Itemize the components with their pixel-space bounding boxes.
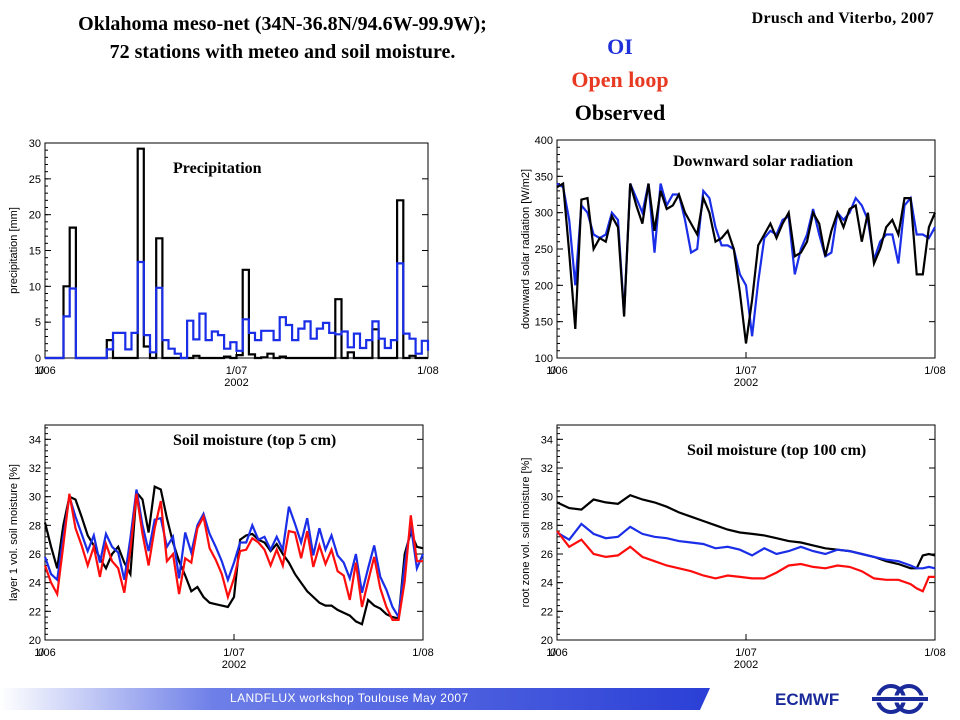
y-tick-label: 300 xyxy=(535,208,553,220)
y-tick-label: 15 xyxy=(29,246,41,258)
y-axis-label: downward solar radiation [W/m2] xyxy=(520,169,532,329)
ecmwf-logo-icon xyxy=(872,684,928,714)
x-tick-label: 1/08 xyxy=(924,365,945,377)
x-tick-label: 1/06 xyxy=(34,365,55,377)
y-tick-label: 200 xyxy=(535,280,553,292)
y-axis-label: root zone vol. soil moisture [%] xyxy=(520,458,532,608)
x-axis-label: 2002 xyxy=(222,659,246,671)
x-tick-label: 1/07 xyxy=(735,647,756,659)
y-tick-label: 250 xyxy=(535,244,553,256)
header-title-line1: Oklahoma meso-net (34N-36.8N/94.6W-99.9W… xyxy=(78,13,487,35)
legend-oi: OI xyxy=(607,34,633,59)
x-tick-label: 1/08 xyxy=(412,647,433,659)
y-tick-label: 34 xyxy=(29,434,41,446)
legend: OI Open loop Observed xyxy=(545,30,695,129)
y-tick-label: 34 xyxy=(541,434,553,446)
x-tick-overlap-label: 0 xyxy=(38,365,44,377)
solar-radiation-observed-line xyxy=(556,181,937,344)
soil-moisture-top5-chart: 20 22 24 26 28 30 32 34 1/06 1/07 1/08 0 2002 layer 1… xyxy=(8,424,434,671)
x-tick-label: 1/07 xyxy=(226,365,247,377)
soil-top100-open-loop-line xyxy=(556,530,935,593)
y-tick-label: 30 xyxy=(541,492,553,504)
x-tick-label: 1/06 xyxy=(546,365,567,377)
x-tick-label: 1/08 xyxy=(417,365,438,377)
y-tick-label: 24 xyxy=(29,578,41,590)
y-tick-label: 28 xyxy=(541,520,553,532)
x-tick-label: 1/07 xyxy=(735,365,756,377)
y-tick-label: 5 xyxy=(35,317,41,329)
y-tick-label: 30 xyxy=(29,138,41,150)
y-tick-label: 22 xyxy=(29,606,41,618)
y-tick-label: 20 xyxy=(29,635,41,647)
y-tick-label: 20 xyxy=(541,635,553,647)
x-axis-label: 2002 xyxy=(734,659,758,671)
citation: Drusch and Viterbo, 2007 xyxy=(751,10,934,27)
panel-title: Soil moisture (top 100 cm) xyxy=(687,442,866,459)
solar-radiation-oi-line xyxy=(556,182,936,337)
y-tick-label: 150 xyxy=(535,317,553,329)
y-tick-label: 25 xyxy=(29,174,41,186)
x-tick-overlap-label: 0 xyxy=(550,647,556,659)
x-tick-label: 1/08 xyxy=(924,647,945,659)
y-tick-label: 100 xyxy=(535,353,553,365)
y-axis-label: precipitation [mm] xyxy=(8,207,20,294)
precipitation-chart: 0 5 10 15 20 25 30 1/06 1/07 1/08 0 2002 precipitati… xyxy=(8,138,439,389)
panel-title: Precipitation xyxy=(173,160,262,177)
y-tick-label: 400 xyxy=(535,135,553,147)
y-tick-label: 10 xyxy=(29,281,41,293)
y-tick-label: 0 xyxy=(35,353,41,365)
legend-open-loop: Open loop xyxy=(571,67,669,92)
legend-observed: Observed xyxy=(574,100,666,125)
x-tick-label: 1/06 xyxy=(34,647,55,659)
precipitation-observed-line xyxy=(45,147,428,360)
panel-title: Downward solar radiation xyxy=(673,153,853,170)
solar-radiation-chart: 100 150 200 250 300 350 400 1/06 1/07 1/08 0 2002 do… xyxy=(520,135,946,389)
footer-workshop: LANDFLUX workshop Toulouse May 2007 xyxy=(230,691,469,705)
y-tick-label: 22 xyxy=(541,606,553,618)
y-tick-label: 350 xyxy=(535,171,553,183)
y-tick-label: 28 xyxy=(29,520,41,532)
panel-title: Soil moisture (top 5 cm) xyxy=(173,432,336,449)
soil-top100-oi-line xyxy=(556,522,936,570)
x-axis-label: 2002 xyxy=(734,377,758,389)
y-tick-label: 26 xyxy=(541,549,553,561)
y-tick-label: 30 xyxy=(29,492,41,504)
y-tick-label: 32 xyxy=(541,463,553,475)
ecmwf-brand: ECMWF xyxy=(775,690,840,709)
soil-top5-oi-line xyxy=(43,489,425,621)
soil-top5-observed-line xyxy=(43,484,424,626)
x-tick-overlap-label: 0 xyxy=(38,647,44,659)
y-tick-label: 24 xyxy=(541,578,553,590)
soil-moisture-top100-chart: 20 22 24 26 28 30 32 34 1/06 1/07 1/08 0 2002 root zo… xyxy=(520,424,946,671)
soil-top100-observed-line xyxy=(556,493,936,570)
header-title: Oklahoma meso-net (34N-36.8N/94.6W-99.9W… xyxy=(0,10,565,66)
soil-top5-open-loop-line xyxy=(43,493,423,621)
y-axis-label: layer 1 vol. soil moisture [%] xyxy=(8,464,20,601)
y-tick-label: 20 xyxy=(29,210,41,222)
x-tick-label: 1/07 xyxy=(223,647,244,659)
precipitation-oi-line xyxy=(45,260,430,360)
x-tick-overlap-label: 0 xyxy=(550,365,556,377)
x-axis-label: 2002 xyxy=(224,377,248,389)
footer-bar xyxy=(0,688,710,710)
y-tick-label: 26 xyxy=(29,549,41,561)
x-tick-label: 1/06 xyxy=(546,647,567,659)
y-tick-label: 32 xyxy=(29,463,41,475)
header-title-line2: 72 stations with meteo and soil moisture… xyxy=(109,41,456,63)
